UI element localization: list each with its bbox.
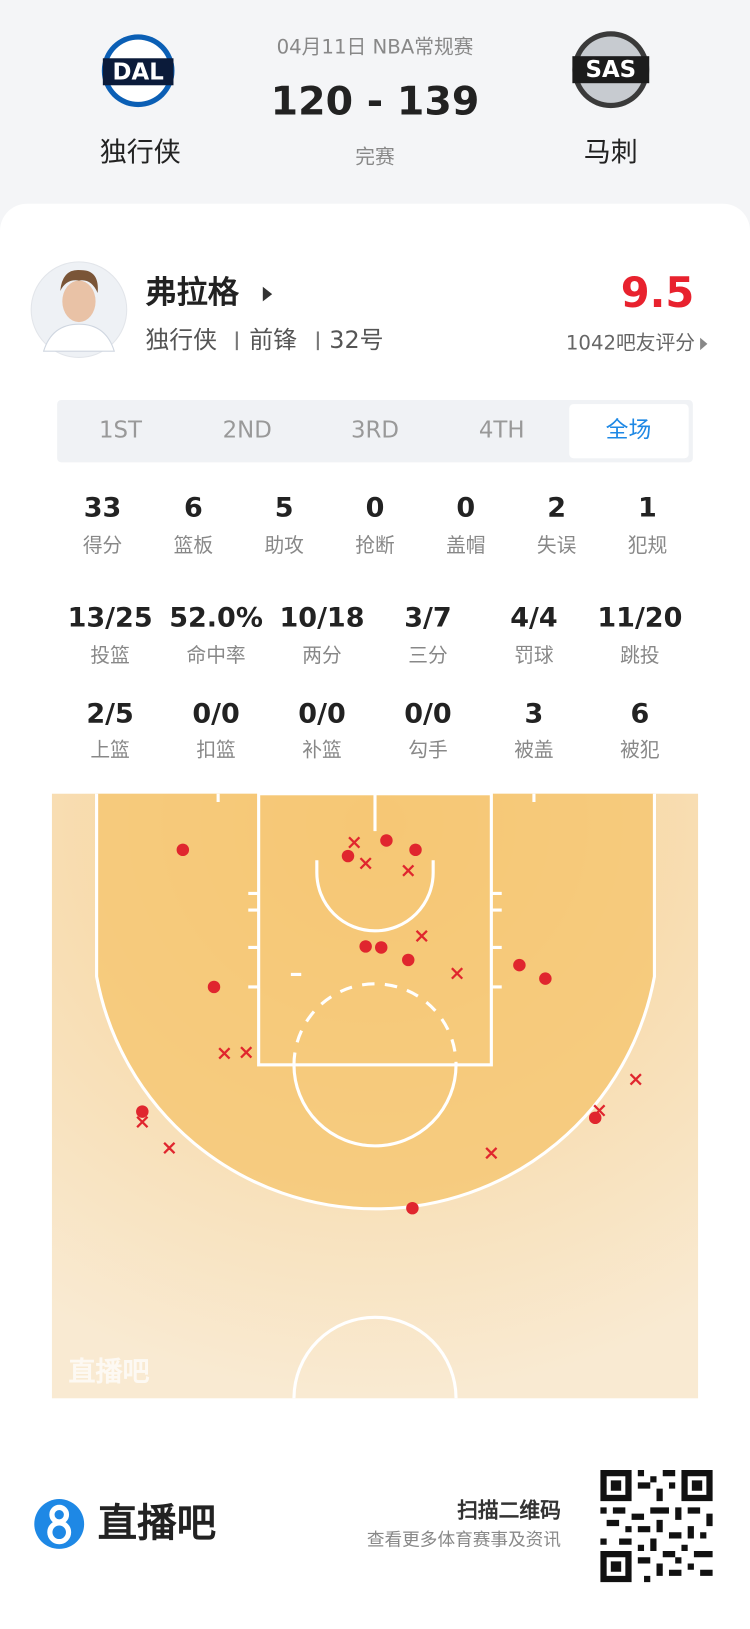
stat-label: 抢断 — [355, 534, 394, 557]
tab-bar — [57, 400, 693, 463]
separator — [316, 331, 319, 351]
player-number: 32号 — [329, 326, 383, 354]
stat-label: 得分 — [83, 534, 122, 557]
stat-label: 三分 — [408, 644, 447, 667]
active-tab-bg — [569, 404, 689, 459]
brand-logo — [34, 1499, 85, 1549]
hash-marks — [216, 793, 536, 989]
stat-value: 0 — [366, 493, 385, 524]
tab[interactable]: 4TH — [479, 418, 525, 444]
shot-chart: 直播吧 — [51, 792, 699, 1399]
score: 120 - 139 — [271, 78, 480, 124]
stat-value: 3/7 — [404, 603, 451, 634]
stat-label: 勾手 — [408, 739, 447, 762]
stat-label: 被盖 — [514, 739, 553, 762]
stat-value: 2/5 — [86, 698, 133, 729]
stat-label: 罚球 — [514, 644, 554, 667]
made-shot — [409, 843, 422, 857]
made-shot — [207, 980, 221, 994]
stat-value: 2 — [547, 493, 566, 524]
stat-value: 6 — [630, 698, 649, 729]
home-abbr: DAL — [113, 59, 164, 85]
three-point-line — [95, 793, 656, 1211]
tab[interactable]: 2ND — [223, 418, 272, 444]
stat-label: 扣篮 — [196, 739, 235, 762]
stat-value: 3 — [525, 698, 544, 729]
stat-value: 0 — [456, 493, 475, 524]
made-shot — [380, 834, 393, 847]
stat-value: 1 — [638, 493, 657, 524]
match-date: 04月11日 NBA常规赛 — [277, 35, 474, 58]
stat-label: 两分 — [302, 644, 341, 667]
stat-value: 5 — [275, 493, 294, 524]
stat-value: 4/4 — [510, 603, 557, 634]
stat-value: 33 — [84, 493, 122, 524]
rating-count[interactable]: 1042吧友评分 — [566, 331, 695, 354]
stat-label: 失误 — [537, 534, 577, 557]
stat-label: 犯规 — [628, 534, 667, 557]
made-shot — [359, 940, 372, 953]
player-position: 前锋 — [249, 326, 297, 354]
stat-value: 0/0 — [192, 698, 239, 729]
stat-value: 6 — [184, 493, 203, 524]
rating: 9.5 — [621, 268, 695, 317]
made-shot — [375, 941, 388, 954]
watermark: 直播吧 — [69, 1357, 150, 1388]
center-circle — [292, 1315, 458, 1399]
qr-code[interactable] — [600, 1469, 713, 1583]
three-point-area — [96, 793, 655, 1209]
stat-label: 补篮 — [302, 739, 341, 762]
stat-label: 盖帽 — [446, 534, 485, 557]
made-shot — [341, 849, 355, 863]
free-throw-circle — [292, 1064, 458, 1148]
made-shot — [588, 1111, 602, 1125]
separator — [235, 331, 238, 351]
stat-value: 0/0 — [404, 698, 451, 729]
player-avatar — [30, 261, 128, 358]
tab[interactable]: 1ST — [99, 418, 143, 444]
stat-label: 命中率 — [186, 644, 245, 667]
made-shot — [402, 953, 415, 967]
stat-label: 篮板 — [174, 534, 214, 557]
player-name[interactable]: 弗拉格 — [145, 275, 239, 311]
stat-label: 上篮 — [90, 739, 129, 762]
made-shot — [136, 1105, 149, 1118]
stat-value: 10/18 — [280, 603, 365, 634]
scan-title: 扫描二维码 — [457, 1499, 561, 1523]
home-logo: DAL — [101, 34, 175, 108]
tab-active[interactable]: 全场 — [606, 418, 652, 444]
missed-shots — [136, 836, 642, 1160]
stat-label: 跳投 — [620, 644, 659, 667]
stat-value: 11/20 — [597, 603, 682, 634]
restricted-arc — [315, 860, 435, 933]
made-shot — [513, 958, 526, 972]
away-name: 马刺 — [584, 137, 638, 168]
stat-label: 助攻 — [264, 534, 304, 557]
away-abbr: SAS — [586, 57, 637, 83]
stat-value: 52.0% — [169, 603, 263, 634]
made-shots — [136, 834, 602, 1215]
tab[interactable]: 3RD — [351, 418, 399, 444]
stat-label: 被犯 — [620, 739, 660, 762]
stat-value: 0/0 — [298, 698, 345, 729]
home-name: 独行侠 — [100, 137, 181, 168]
stat-value: 13/25 — [68, 603, 153, 634]
stats-grid: 33 得分 6 篮板 5 助攻 0 抢断 0 盖帽 2 失误 1 犯规 13/25 投篮 52.0% 命中率 10/… — [68, 493, 683, 762]
brand-name: 直播吧 — [98, 1501, 216, 1547]
free-throw-circle-dashed — [292, 982, 458, 1065]
match-status: 完赛 — [355, 145, 395, 168]
stat-label: 投篮 — [90, 644, 129, 667]
made-shot — [406, 1201, 419, 1215]
made-shot — [176, 843, 190, 857]
player-team: 独行侠 — [145, 326, 217, 354]
arrow-icon — [262, 286, 273, 302]
arrow-icon — [700, 337, 708, 351]
made-shot — [539, 972, 552, 985]
away-logo: SAS — [572, 31, 650, 109]
scan-subtitle: 查看更多体育赛事及资讯 — [367, 1530, 561, 1551]
